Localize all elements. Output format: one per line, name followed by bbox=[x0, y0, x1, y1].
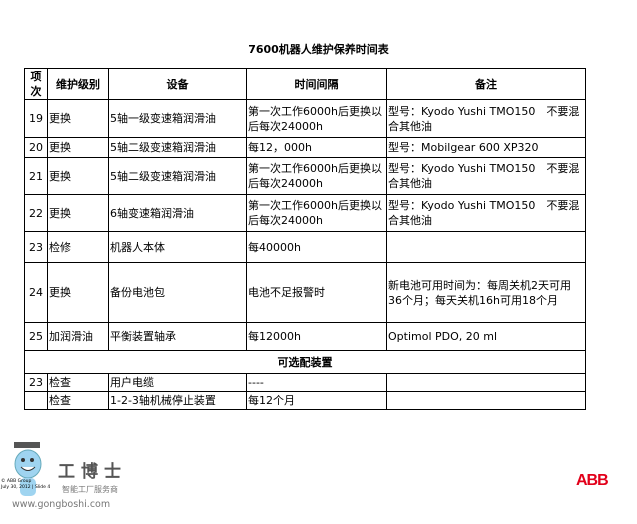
table-row: 21 更换 5轴二级变速箱润滑油 第一次工作6000h后更换以后每次24000h 型号：… bbox=[24, 157, 586, 195]
table-row: 24 更换 备份电池包 电池不足报警时 新电池可用时间为：每周关机2天可用36个月；每天… bbox=[24, 262, 586, 323]
table-cell: 每12，000h bbox=[246, 137, 387, 158]
table-cell: 19 bbox=[24, 99, 48, 138]
table-cell: 型号：Kyodo Yushi TMO150 不要混合其他油 bbox=[386, 194, 586, 232]
table-row: 19 更换 5轴一级变速箱润滑油 第一次工作6000h后更换以后每次24000h 型号：… bbox=[24, 99, 586, 138]
table-cell: 更换 bbox=[47, 99, 109, 138]
table-cell: 用户电缆 bbox=[108, 373, 247, 392]
table-cell bbox=[24, 391, 48, 410]
table-cell: 更换 bbox=[47, 194, 109, 232]
table-cell: 检查 bbox=[47, 373, 109, 392]
table-cell: 每12个月 bbox=[246, 391, 387, 410]
table-cell: 机器人本体 bbox=[108, 231, 247, 263]
header-cell: 设备 bbox=[108, 68, 247, 100]
table-cell: 更换 bbox=[47, 262, 109, 323]
table-row: 23 检查 用户电缆 ---- bbox=[24, 373, 586, 392]
table-cell: 第一次工作6000h后更换以后每次24000h bbox=[246, 194, 387, 232]
abb-logo: ABB bbox=[576, 472, 609, 489]
table-cell: 加润滑油 bbox=[47, 322, 109, 351]
table-row: 23 检修 机器人本体 每40000h bbox=[24, 231, 586, 263]
header-cell: 时间间隔 bbox=[246, 68, 387, 100]
table-cell: 22 bbox=[24, 194, 48, 232]
table-cell: 检修 bbox=[47, 231, 109, 263]
table-cell: 第一次工作6000h后更换以后每次24000h bbox=[246, 157, 387, 195]
table-cell: 每40000h bbox=[246, 231, 387, 263]
slide-date: July 30, 2012 | Slide 4 bbox=[1, 485, 51, 490]
table-cell: 更换 bbox=[47, 137, 109, 158]
page-title: 7600机器人维护保养时间表 bbox=[248, 43, 389, 56]
table-cell: 检查 bbox=[47, 391, 109, 410]
header-cell: 备注 bbox=[386, 68, 586, 100]
table-cell: 型号：Kyodo Yushi TMO150 不要混合其他油 bbox=[386, 157, 586, 195]
optional-section-title: 可选配装置 bbox=[24, 350, 586, 374]
copyright: © ABB Group July 30, 2012 | Slide 4 bbox=[1, 479, 50, 491]
table-cell: 电池不足报警时 bbox=[246, 262, 387, 323]
maintenance-table: 项次 维护级别 设备 时间间隔 备注 19 更换 5轴一级变速箱润滑油 第一次工作60… bbox=[24, 68, 586, 410]
copyright-text: © ABB Group bbox=[1, 479, 32, 484]
gongboshi-mascot-icon bbox=[10, 440, 50, 504]
header-cell: 维护级别 bbox=[47, 68, 109, 100]
table-cell bbox=[386, 373, 586, 392]
table-cell: ---- bbox=[246, 373, 387, 392]
table-cell: 更换 bbox=[47, 157, 109, 195]
table-cell: 每12000h bbox=[246, 322, 387, 351]
table-row: 22 更换 6轴变速箱润滑油 第一次工作6000h后更换以后每次24000h 型号：Ky… bbox=[24, 194, 586, 232]
table-cell: 备份电池包 bbox=[108, 262, 247, 323]
table-cell: 5轴二级变速箱润滑油 bbox=[108, 157, 247, 195]
table-cell: 型号：Kyodo Yushi TMO150 不要混合其他油 bbox=[386, 99, 586, 138]
table-header: 项次 维护级别 设备 时间间隔 备注 bbox=[24, 68, 586, 100]
table-cell: 21 bbox=[24, 157, 48, 195]
table-cell: 23 bbox=[24, 373, 48, 392]
table-cell: 型号：Mobilgear 600 XP320 bbox=[386, 137, 586, 158]
table-cell bbox=[386, 231, 586, 263]
table-cell: 25 bbox=[24, 322, 48, 351]
header-cell: 项次 bbox=[24, 68, 48, 100]
brand-tagline: 智能工厂服务商 bbox=[62, 485, 118, 494]
table-cell: 24 bbox=[24, 262, 48, 323]
table-row: 20 更换 5轴二级变速箱润滑油 每12，000h 型号：Mobilgear 600 X… bbox=[24, 137, 586, 158]
brand-name: 工博士 bbox=[58, 462, 127, 482]
table-cell: 23 bbox=[24, 231, 48, 263]
table-row: 检查 1-2-3轴机械停止装置 每12个月 bbox=[24, 391, 586, 410]
brand-url: www.gongboshi.com bbox=[12, 499, 111, 510]
table-cell: 5轴一级变速箱润滑油 bbox=[108, 99, 247, 138]
table-cell: 新电池可用时间为：每周关机2天可用36个月；每天关机16h可用18个月 bbox=[386, 262, 586, 323]
table-row: 25 加润滑油 平衡装置轴承 每12000h Optimol PDO, 20 ml bbox=[24, 322, 586, 351]
table-cell: Optimol PDO, 20 ml bbox=[386, 322, 586, 351]
table-cell: 1-2-3轴机械停止装置 bbox=[108, 391, 247, 410]
table-cell: 5轴二级变速箱润滑油 bbox=[108, 137, 247, 158]
table-cell: 第一次工作6000h后更换以后每次24000h bbox=[246, 99, 387, 138]
table-cell: 20 bbox=[24, 137, 48, 158]
table-cell: 6轴变速箱润滑油 bbox=[108, 194, 247, 232]
table-cell bbox=[386, 391, 586, 410]
table-cell: 平衡装置轴承 bbox=[108, 322, 247, 351]
